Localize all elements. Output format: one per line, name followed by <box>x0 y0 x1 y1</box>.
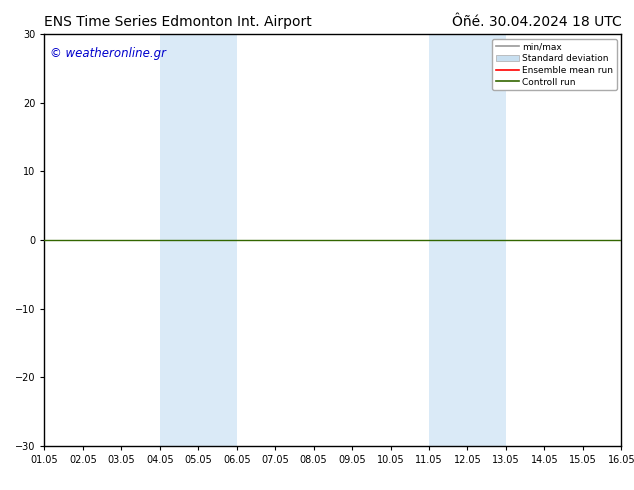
Text: ENS Time Series Edmonton Int. Airport: ENS Time Series Edmonton Int. Airport <box>44 15 312 29</box>
Text: Ôñé. 30.04.2024 18 UTC: Ôñé. 30.04.2024 18 UTC <box>451 15 621 29</box>
Text: © weatheronline.gr: © weatheronline.gr <box>50 47 166 60</box>
Bar <box>429 34 467 446</box>
Bar <box>198 34 236 446</box>
Bar <box>467 34 506 446</box>
Bar <box>160 34 198 446</box>
Legend: min/max, Standard deviation, Ensemble mean run, Controll run: min/max, Standard deviation, Ensemble me… <box>493 39 617 90</box>
